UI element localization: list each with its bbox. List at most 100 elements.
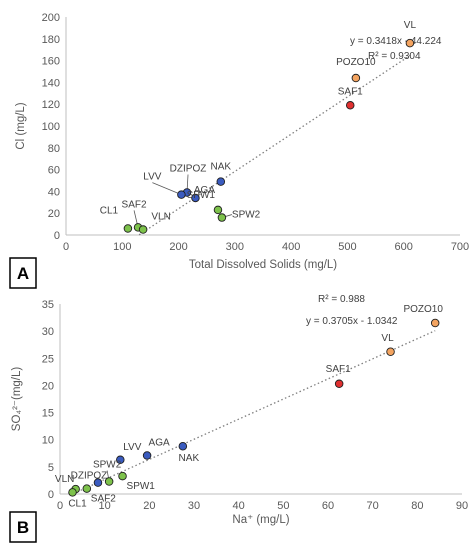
x-tick-label: 70 [367,500,379,512]
y-tick-label: 15 [42,408,54,420]
x-tick-label: 10 [99,500,111,512]
data-point [177,190,186,199]
data-point [93,478,103,487]
data-point-label: VLN [55,474,74,485]
data-point [118,471,127,481]
x-tick-label: 30 [188,500,200,512]
data-point [191,193,200,203]
y-tick-label: 30 [42,326,54,338]
y-tick-label: 140 [42,77,60,89]
r-squared-label: R² = 0.988 [318,294,365,305]
data-point [351,73,361,83]
y-tick-label: 20 [42,380,54,392]
chart-panel-a: 0 100 200 300 400 500 600 700 0 20 40 60 80 100 120 140… [9,12,469,289]
x-tick-label: 600 [395,241,413,253]
trendline-equation: y = 0.3418x - 44.224 [350,36,442,47]
x-tick-label: 300 [226,241,244,253]
data-point [345,101,355,110]
data-point [123,224,133,233]
data-point [217,213,227,222]
panel-letter-box [9,257,37,289]
trendline [73,330,436,495]
x-tick-label: 400 [282,241,300,253]
y-tick-label: 0 [48,489,54,501]
trendline-equation: y = 0.3705x - 1.0342 [306,316,398,327]
y-tick-label: 120 [42,99,60,111]
data-point [68,488,77,497]
y-tick-label: 200 [42,12,60,24]
y-tick-label: 80 [48,143,60,155]
x-tick-label: 40 [233,500,245,512]
y-tick-label: 10 [42,435,54,447]
data-point-label: VLN [151,212,170,223]
data-point-label: DZIPOZ [170,163,207,174]
x-tick-label: 200 [169,241,187,253]
y-tick-label: 180 [42,34,60,46]
y-tick-label: 20 [48,208,60,220]
data-point-label: VL [404,20,417,31]
data-point-label: DZIPOZ [71,471,108,482]
x-axis-title: Total Dissolved Solids (mg/L) [189,259,337,271]
y-tick-label: 0 [54,230,60,242]
x-axis-title: Na⁺ (mg/L) [232,514,289,526]
data-point-label: LVV [123,442,141,453]
data-point-label: SAF1 [326,364,351,375]
y-tick-label: 5 [48,462,54,474]
y-tick-label: 60 [48,165,60,177]
x-tick-label: 80 [411,500,423,512]
data-point-label: SPW2 [93,460,122,471]
x-tick-label: 20 [143,500,155,512]
data-point-label: CL1 [68,498,87,509]
x-tick-label: 90 [456,500,468,512]
y-axis-title: Cl (mg/L) [15,102,27,149]
data-point-label: LVV [143,172,161,183]
data-point [104,477,114,486]
y-tick-label: 35 [42,299,54,311]
x-tick-label: 50 [277,500,289,512]
x-tick-label: 0 [57,500,63,512]
chart-panel-b: 0 10 20 30 40 50 60 70 80 90 0 5 10 15 20 25 30 35 Na⁺ (mg… [9,294,468,543]
r-squared-label: R² = 0.9304 [368,51,421,62]
y-tick-label: 40 [48,186,60,198]
trendline [138,53,413,236]
panel-letter: B [17,518,29,537]
data-point-label: POZO10 [403,304,443,315]
data-point-label: NAK [179,453,200,464]
data-point-label: POZO10 [336,57,376,68]
data-point-label: SPW2 [232,210,261,221]
data-point [430,318,440,328]
y-tick-label: 160 [42,56,60,68]
data-point [142,451,152,460]
data-point [178,441,188,451]
data-point [82,484,92,493]
y-tick-label: 25 [42,353,54,365]
panel-letter-box [9,511,37,543]
data-point [405,38,415,48]
data-point [138,225,148,234]
data-point [386,347,395,357]
panel-letter: A [17,264,29,283]
data-point [213,205,223,215]
x-tick-label: 0 [63,241,69,253]
data-point-label: NAK [211,162,232,173]
data-point-label: SPW1 [187,190,216,201]
x-tick-label: 100 [113,241,131,253]
data-point-label: AGA [194,185,215,196]
x-tick-label: 700 [451,241,469,253]
data-point-label: AGA [149,437,170,448]
data-point-label: SAF2 [91,494,116,505]
data-point [216,177,226,186]
y-tick-label: 100 [42,121,60,133]
data-point [116,455,125,465]
y-axis-title: SO₄²⁻(mg/L) [11,367,23,432]
data-point-label: SPW1 [127,481,156,492]
x-tick-label: 500 [338,241,356,253]
data-point-label: CL1 [100,205,119,216]
x-tick-label: 60 [322,500,334,512]
data-point-label: VL [381,333,394,344]
data-point-label: SAF1 [338,86,363,97]
label-leader-line [152,182,182,196]
data-point [334,379,344,389]
data-point-label: SAF2 [122,199,147,210]
